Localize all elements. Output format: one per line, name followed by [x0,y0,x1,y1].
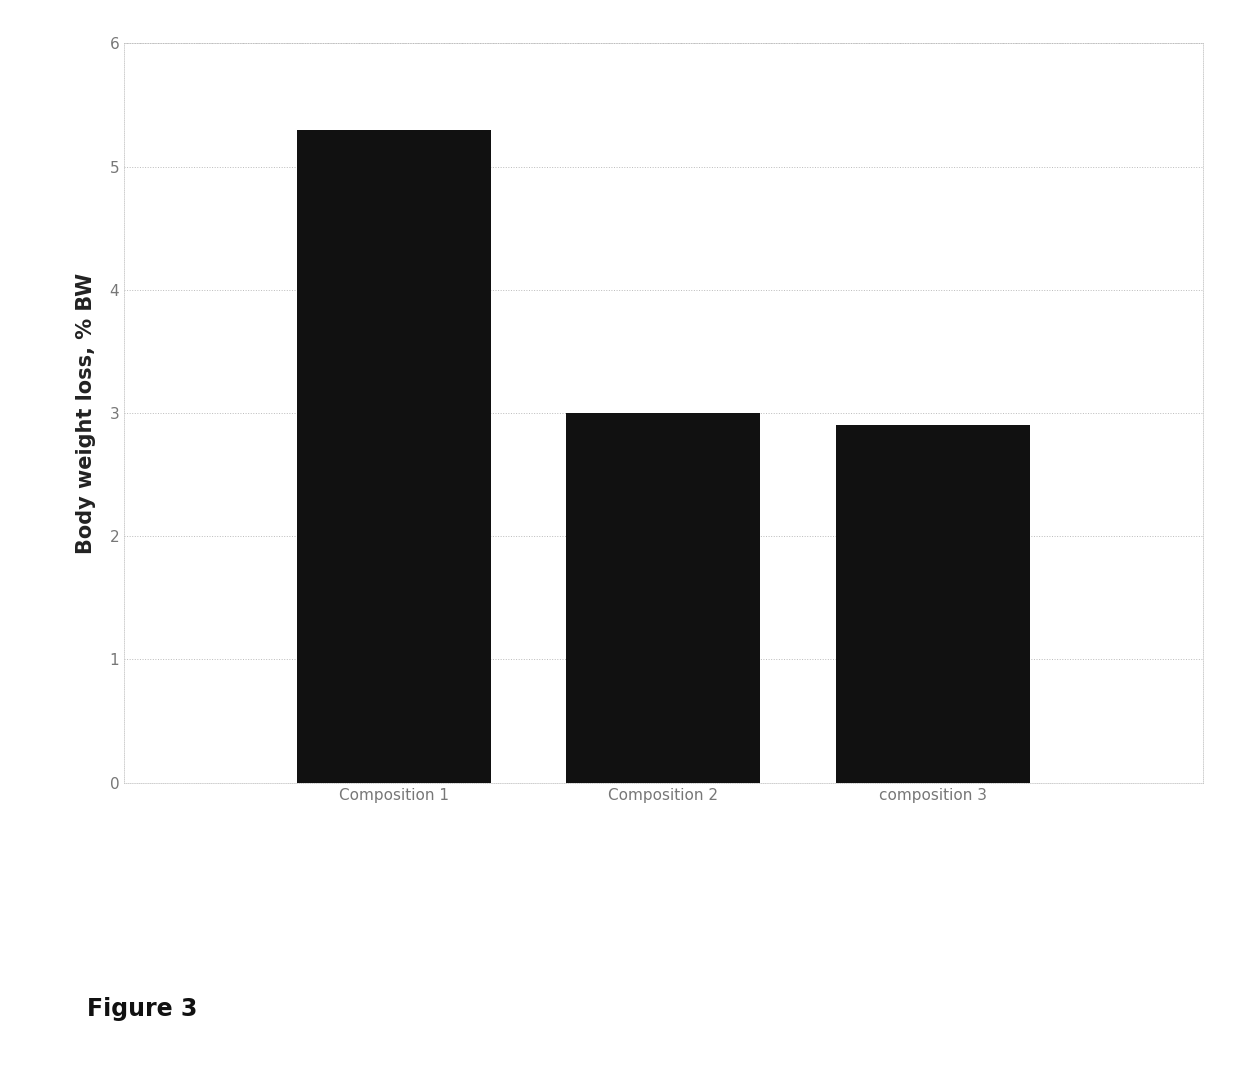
Bar [567,413,760,783]
Y-axis label: Body weight loss, % BW: Body weight loss, % BW [76,273,95,553]
Text: Figure 3: Figure 3 [87,998,197,1022]
Bar [296,129,491,783]
Bar [836,425,1030,783]
